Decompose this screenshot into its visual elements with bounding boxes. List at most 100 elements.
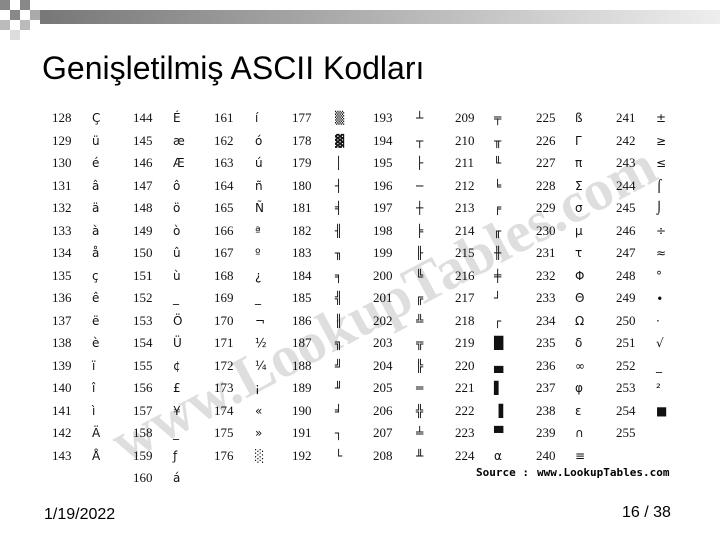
- character: £: [173, 381, 181, 395]
- character: Ä: [92, 426, 101, 440]
- character: ╜: [335, 381, 343, 395]
- code: 225: [536, 110, 556, 125]
- character: Ç: [92, 111, 101, 125]
- code: 142: [52, 425, 72, 440]
- code: 213: [455, 200, 475, 215]
- code: 247: [616, 245, 636, 260]
- code: 221: [455, 380, 475, 395]
- character: _: [173, 291, 179, 305]
- code: 205: [373, 380, 393, 395]
- character: δ: [575, 336, 583, 350]
- code: 229: [536, 200, 556, 215]
- code: 248: [616, 267, 636, 283]
- code: 128: [52, 110, 72, 125]
- code: 219: [455, 335, 475, 350]
- character: ¡: [255, 381, 260, 395]
- code: 235: [536, 335, 556, 350]
- character: π: [575, 156, 583, 170]
- character: é: [92, 156, 100, 170]
- character: ƒ: [173, 448, 178, 463]
- character: µ: [575, 223, 583, 238]
- code: 190: [292, 402, 312, 418]
- character: Σ: [575, 178, 583, 193]
- character: ╗: [335, 336, 343, 350]
- character: ╦: [416, 336, 424, 350]
- code: 155: [133, 357, 153, 373]
- code: 160: [133, 470, 153, 485]
- code: 233: [536, 290, 556, 305]
- character: ║: [335, 313, 343, 328]
- character: ¥: [173, 403, 181, 418]
- code: 169: [214, 290, 234, 305]
- code: 192: [292, 447, 312, 463]
- character: ·: [656, 313, 660, 328]
- code: 148: [133, 200, 153, 215]
- character: ≡: [575, 448, 586, 463]
- character: ╠: [416, 358, 424, 373]
- code: 140: [52, 380, 72, 395]
- character: ▓: [335, 133, 345, 148]
- character: ╪: [494, 268, 502, 283]
- character: î: [92, 381, 96, 395]
- character: ô: [173, 178, 181, 193]
- character: ╔: [416, 291, 424, 305]
- code: 246: [616, 222, 636, 238]
- code: 217: [455, 290, 475, 305]
- code: 242: [616, 132, 636, 148]
- code: 182: [292, 222, 312, 238]
- code: 151: [133, 267, 153, 283]
- code: 230: [536, 222, 556, 238]
- code: 176: [214, 447, 234, 463]
- character: ¢: [173, 358, 181, 373]
- code: 227: [536, 155, 556, 170]
- character: å: [92, 246, 100, 260]
- character: ▐: [494, 403, 504, 418]
- character: Φ: [575, 268, 585, 283]
- code: 143: [52, 447, 72, 463]
- character: ö: [173, 201, 181, 215]
- code: 240: [536, 447, 556, 463]
- decoration: [0, 0, 720, 40]
- character: ±: [656, 111, 667, 125]
- character: ▌: [494, 381, 504, 395]
- character: ╘: [494, 178, 502, 193]
- character: ╖: [335, 246, 343, 260]
- code: 178: [292, 132, 312, 148]
- code: 159: [133, 447, 153, 463]
- code: 132: [52, 200, 72, 215]
- character: ½: [255, 336, 267, 350]
- code: 185: [292, 290, 312, 305]
- code: 199: [373, 245, 393, 260]
- code: 204: [373, 357, 393, 373]
- character: ⌠: [656, 178, 663, 193]
- code: 250: [616, 312, 636, 328]
- code: 220: [455, 357, 475, 373]
- character: ╩: [416, 313, 424, 328]
- character: ─: [416, 178, 424, 193]
- character: └: [335, 448, 343, 463]
- character: à: [92, 223, 100, 238]
- character: ┌: [494, 313, 502, 328]
- character: ê: [92, 291, 100, 305]
- code: 254: [616, 402, 636, 418]
- code: 166: [214, 222, 234, 238]
- code: 209: [455, 110, 475, 125]
- code: 171: [214, 335, 234, 350]
- code: 131: [52, 177, 72, 193]
- character: τ: [575, 246, 583, 260]
- code: 158: [133, 425, 153, 440]
- code: 201: [373, 290, 393, 305]
- code: 184: [292, 267, 312, 283]
- character: Å: [92, 448, 101, 463]
- code: 215: [455, 245, 475, 260]
- character: σ: [575, 201, 583, 215]
- character: ┘: [494, 291, 502, 305]
- code: 245: [616, 200, 636, 215]
- character: «: [255, 403, 263, 418]
- date: 1/19/2022: [44, 506, 116, 523]
- character: ë: [92, 313, 100, 328]
- character: ε: [575, 403, 582, 418]
- character: ▄: [494, 358, 504, 373]
- code: 237: [536, 380, 556, 395]
- title: Genişletilmiş ASCII Kodları: [42, 50, 425, 86]
